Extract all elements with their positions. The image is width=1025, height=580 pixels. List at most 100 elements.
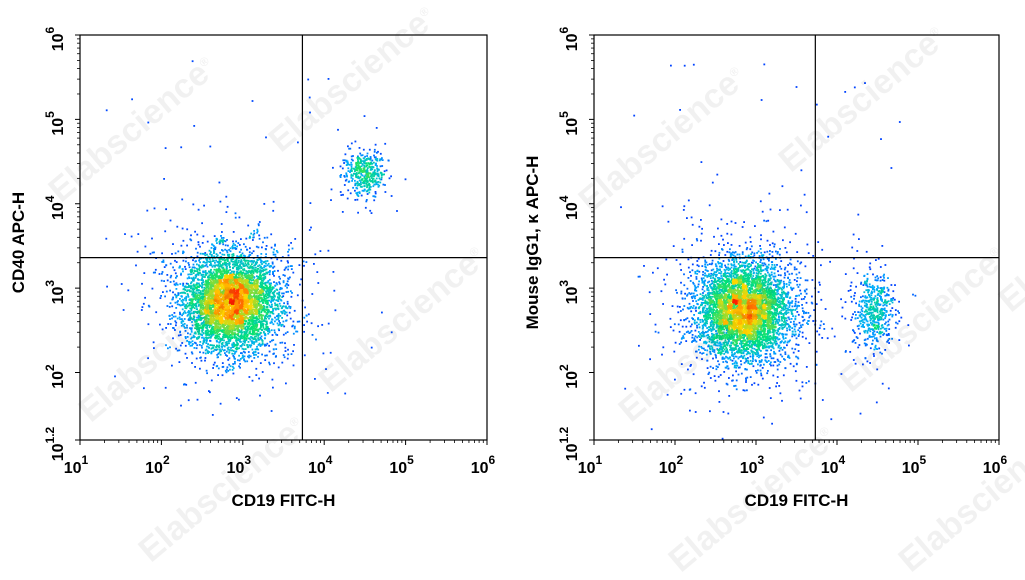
event-dot: [253, 319, 256, 322]
event-dot: [221, 343, 224, 346]
event-dot: [209, 291, 211, 294]
event-dot: [199, 311, 202, 313]
event-dot: [244, 245, 247, 248]
event-dot: [205, 261, 208, 264]
event-dot: [263, 203, 266, 205]
event-dot: [242, 320, 244, 323]
event-dot: [186, 277, 189, 280]
event-dot: [260, 311, 263, 314]
event-dot: [216, 340, 218, 343]
event-dot: [256, 323, 259, 326]
event-dot: [196, 270, 199, 273]
event-dot: [242, 292, 245, 295]
event-dot: [199, 326, 202, 329]
event-dot: [280, 310, 283, 313]
event-dot: [268, 278, 271, 281]
event-dot: [234, 321, 236, 324]
event-dot: [219, 338, 221, 341]
event-dot: [181, 319, 184, 322]
event-dot: [204, 297, 207, 299]
event-dot: [190, 281, 193, 283]
event-dot: [272, 200, 275, 203]
event-dot: [276, 251, 279, 254]
event-dot: [277, 328, 280, 331]
event-dot: [257, 267, 259, 270]
event-dot: [214, 305, 217, 308]
event-dot: [207, 290, 209, 292]
event-dot: [240, 314, 242, 317]
event-dot: [191, 306, 193, 309]
event-dot: [215, 304, 218, 306]
event-dot: [225, 330, 228, 333]
event-dot: [265, 326, 268, 328]
event-dot: [278, 329, 280, 332]
event-dot: [169, 323, 172, 325]
event-dot: [283, 269, 286, 271]
event-dot: [203, 288, 206, 291]
event-dot: [247, 323, 249, 326]
event-dot: [238, 311, 241, 313]
event-dot: [182, 313, 185, 315]
event-dot: [248, 321, 251, 324]
event-dot: [233, 278, 236, 281]
event-dot: [274, 343, 277, 346]
event-dot: [229, 293, 232, 295]
event-dot: [241, 276, 244, 279]
event-dot: [251, 300, 254, 303]
event-dot: [262, 325, 265, 327]
event-dot: [249, 323, 252, 326]
event-dot: [292, 332, 295, 335]
event-dot: [206, 307, 209, 309]
event-dot: [227, 302, 229, 305]
event-dot: [233, 297, 236, 299]
event-dot: [231, 260, 234, 263]
event-dot: [194, 299, 197, 301]
event-dot: [214, 298, 217, 301]
event-dot: [178, 316, 181, 319]
event-dot: [202, 307, 205, 309]
event-dot: [233, 345, 236, 347]
event-dot: [210, 329, 212, 331]
event-dot: [219, 241, 222, 244]
event-dot: [236, 348, 238, 351]
event-dot: [253, 343, 255, 345]
event-dot: [175, 296, 178, 299]
event-dot: [262, 288, 265, 291]
event-dot: [226, 279, 229, 282]
event-dot: [253, 264, 256, 267]
event-dot: [238, 259, 240, 262]
event-dot: [239, 308, 241, 310]
event-dot: [220, 319, 223, 322]
event-dot: [191, 352, 194, 355]
event-dot: [321, 324, 324, 326]
event-dot: [287, 348, 289, 351]
event-dot: [222, 243, 225, 246]
event-dot: [231, 277, 234, 280]
event-dot: [274, 256, 277, 258]
event-dot: [239, 284, 242, 287]
event-dot: [174, 315, 177, 318]
event-dot: [223, 345, 226, 348]
event-dot: [259, 274, 261, 277]
event-dot: [219, 295, 222, 297]
event-dot: [209, 297, 212, 300]
event-dot: [209, 318, 212, 320]
event-dot: [204, 336, 207, 339]
event-dot: [241, 278, 244, 281]
event-dot: [182, 284, 184, 287]
event-dot: [212, 245, 215, 247]
event-dot: [219, 337, 222, 340]
event-dot: [264, 316, 266, 319]
event-dot: [240, 294, 243, 296]
event-dot: [263, 269, 266, 272]
event-dot: [226, 347, 229, 350]
event-dot: [206, 297, 209, 300]
event-dot: [212, 350, 215, 353]
event-dot: [215, 274, 218, 277]
event-dot: [214, 264, 217, 267]
event-dot: [233, 356, 235, 358]
event-dot: [236, 334, 239, 337]
event-dot: [222, 308, 224, 310]
event-dot: [216, 289, 218, 291]
event-dot: [251, 289, 253, 292]
